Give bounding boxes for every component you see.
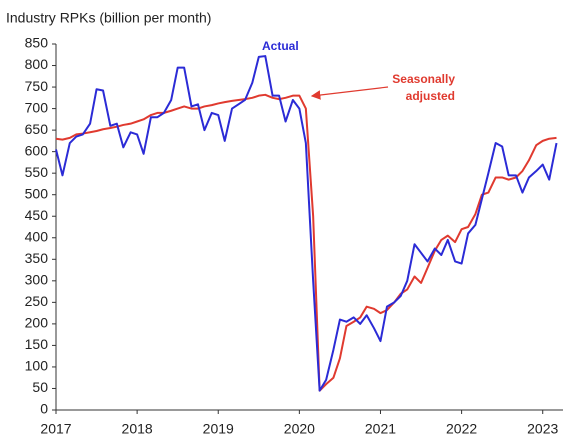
x-tick-label: 2021 [365, 421, 396, 437]
x-tick-label: 2022 [446, 421, 477, 437]
y-tick-label: 300 [25, 272, 49, 288]
series-line [55, 55, 558, 392]
annotation: Seasonally [392, 72, 455, 86]
y-tick-label: 600 [25, 142, 49, 158]
y-tick-label: 650 [25, 121, 49, 137]
y-tick-label: 500 [25, 185, 49, 201]
annotation: Actual [262, 39, 299, 53]
y-tick-label: 0 [40, 401, 48, 417]
y-tick-label: 250 [25, 293, 49, 309]
y-tick-label: 200 [25, 315, 49, 331]
y-tick-label: 850 [25, 35, 49, 51]
x-tick-label: 2020 [284, 421, 315, 437]
y-tick-label: 350 [25, 250, 49, 266]
y-tick-label: 100 [25, 358, 49, 374]
y-tick-label: 800 [25, 56, 49, 72]
y-tick-label: 50 [32, 379, 48, 395]
annotation-arrow [310, 86, 389, 100]
y-tick-label: 450 [25, 207, 49, 223]
y-tick-label: 700 [25, 99, 49, 115]
x-tick-label: 2017 [40, 421, 71, 437]
series-line [55, 93, 557, 392]
x-tick-label: 2018 [122, 421, 153, 437]
x-tick-label: 2023 [527, 421, 558, 437]
y-tick-label: 400 [25, 228, 49, 244]
y-tick-label: 550 [25, 164, 49, 180]
annotation: adjusted [406, 89, 455, 103]
y-tick-label: 150 [25, 336, 49, 352]
y-axis-label: Industry RPKs (billion per month) [6, 10, 211, 26]
x-tick-label: 2019 [203, 421, 234, 437]
y-tick-label: 750 [25, 78, 49, 94]
